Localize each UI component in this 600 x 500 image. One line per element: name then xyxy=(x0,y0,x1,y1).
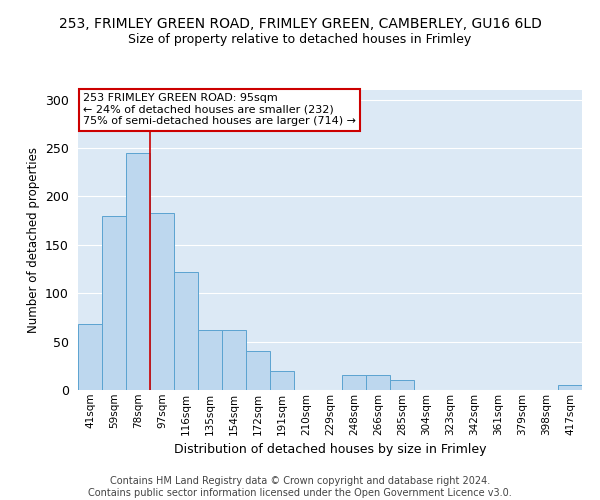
Text: Size of property relative to detached houses in Frimley: Size of property relative to detached ho… xyxy=(128,32,472,46)
Bar xyxy=(126,153,150,390)
Bar xyxy=(390,380,414,390)
Y-axis label: Number of detached properties: Number of detached properties xyxy=(26,147,40,333)
Bar xyxy=(270,370,294,390)
Text: Contains HM Land Registry data © Crown copyright and database right 2024.
Contai: Contains HM Land Registry data © Crown c… xyxy=(88,476,512,498)
Bar xyxy=(246,352,270,390)
Bar xyxy=(342,376,366,390)
Bar xyxy=(102,216,126,390)
Text: 253 FRIMLEY GREEN ROAD: 95sqm
← 24% of detached houses are smaller (232)
75% of : 253 FRIMLEY GREEN ROAD: 95sqm ← 24% of d… xyxy=(83,93,356,126)
Bar xyxy=(198,330,222,390)
Bar xyxy=(78,324,102,390)
Text: 253, FRIMLEY GREEN ROAD, FRIMLEY GREEN, CAMBERLEY, GU16 6LD: 253, FRIMLEY GREEN ROAD, FRIMLEY GREEN, … xyxy=(59,18,541,32)
Bar xyxy=(150,213,174,390)
Bar xyxy=(174,272,198,390)
Bar xyxy=(222,330,246,390)
X-axis label: Distribution of detached houses by size in Frimley: Distribution of detached houses by size … xyxy=(174,443,486,456)
Bar xyxy=(558,385,582,390)
Bar xyxy=(366,376,390,390)
